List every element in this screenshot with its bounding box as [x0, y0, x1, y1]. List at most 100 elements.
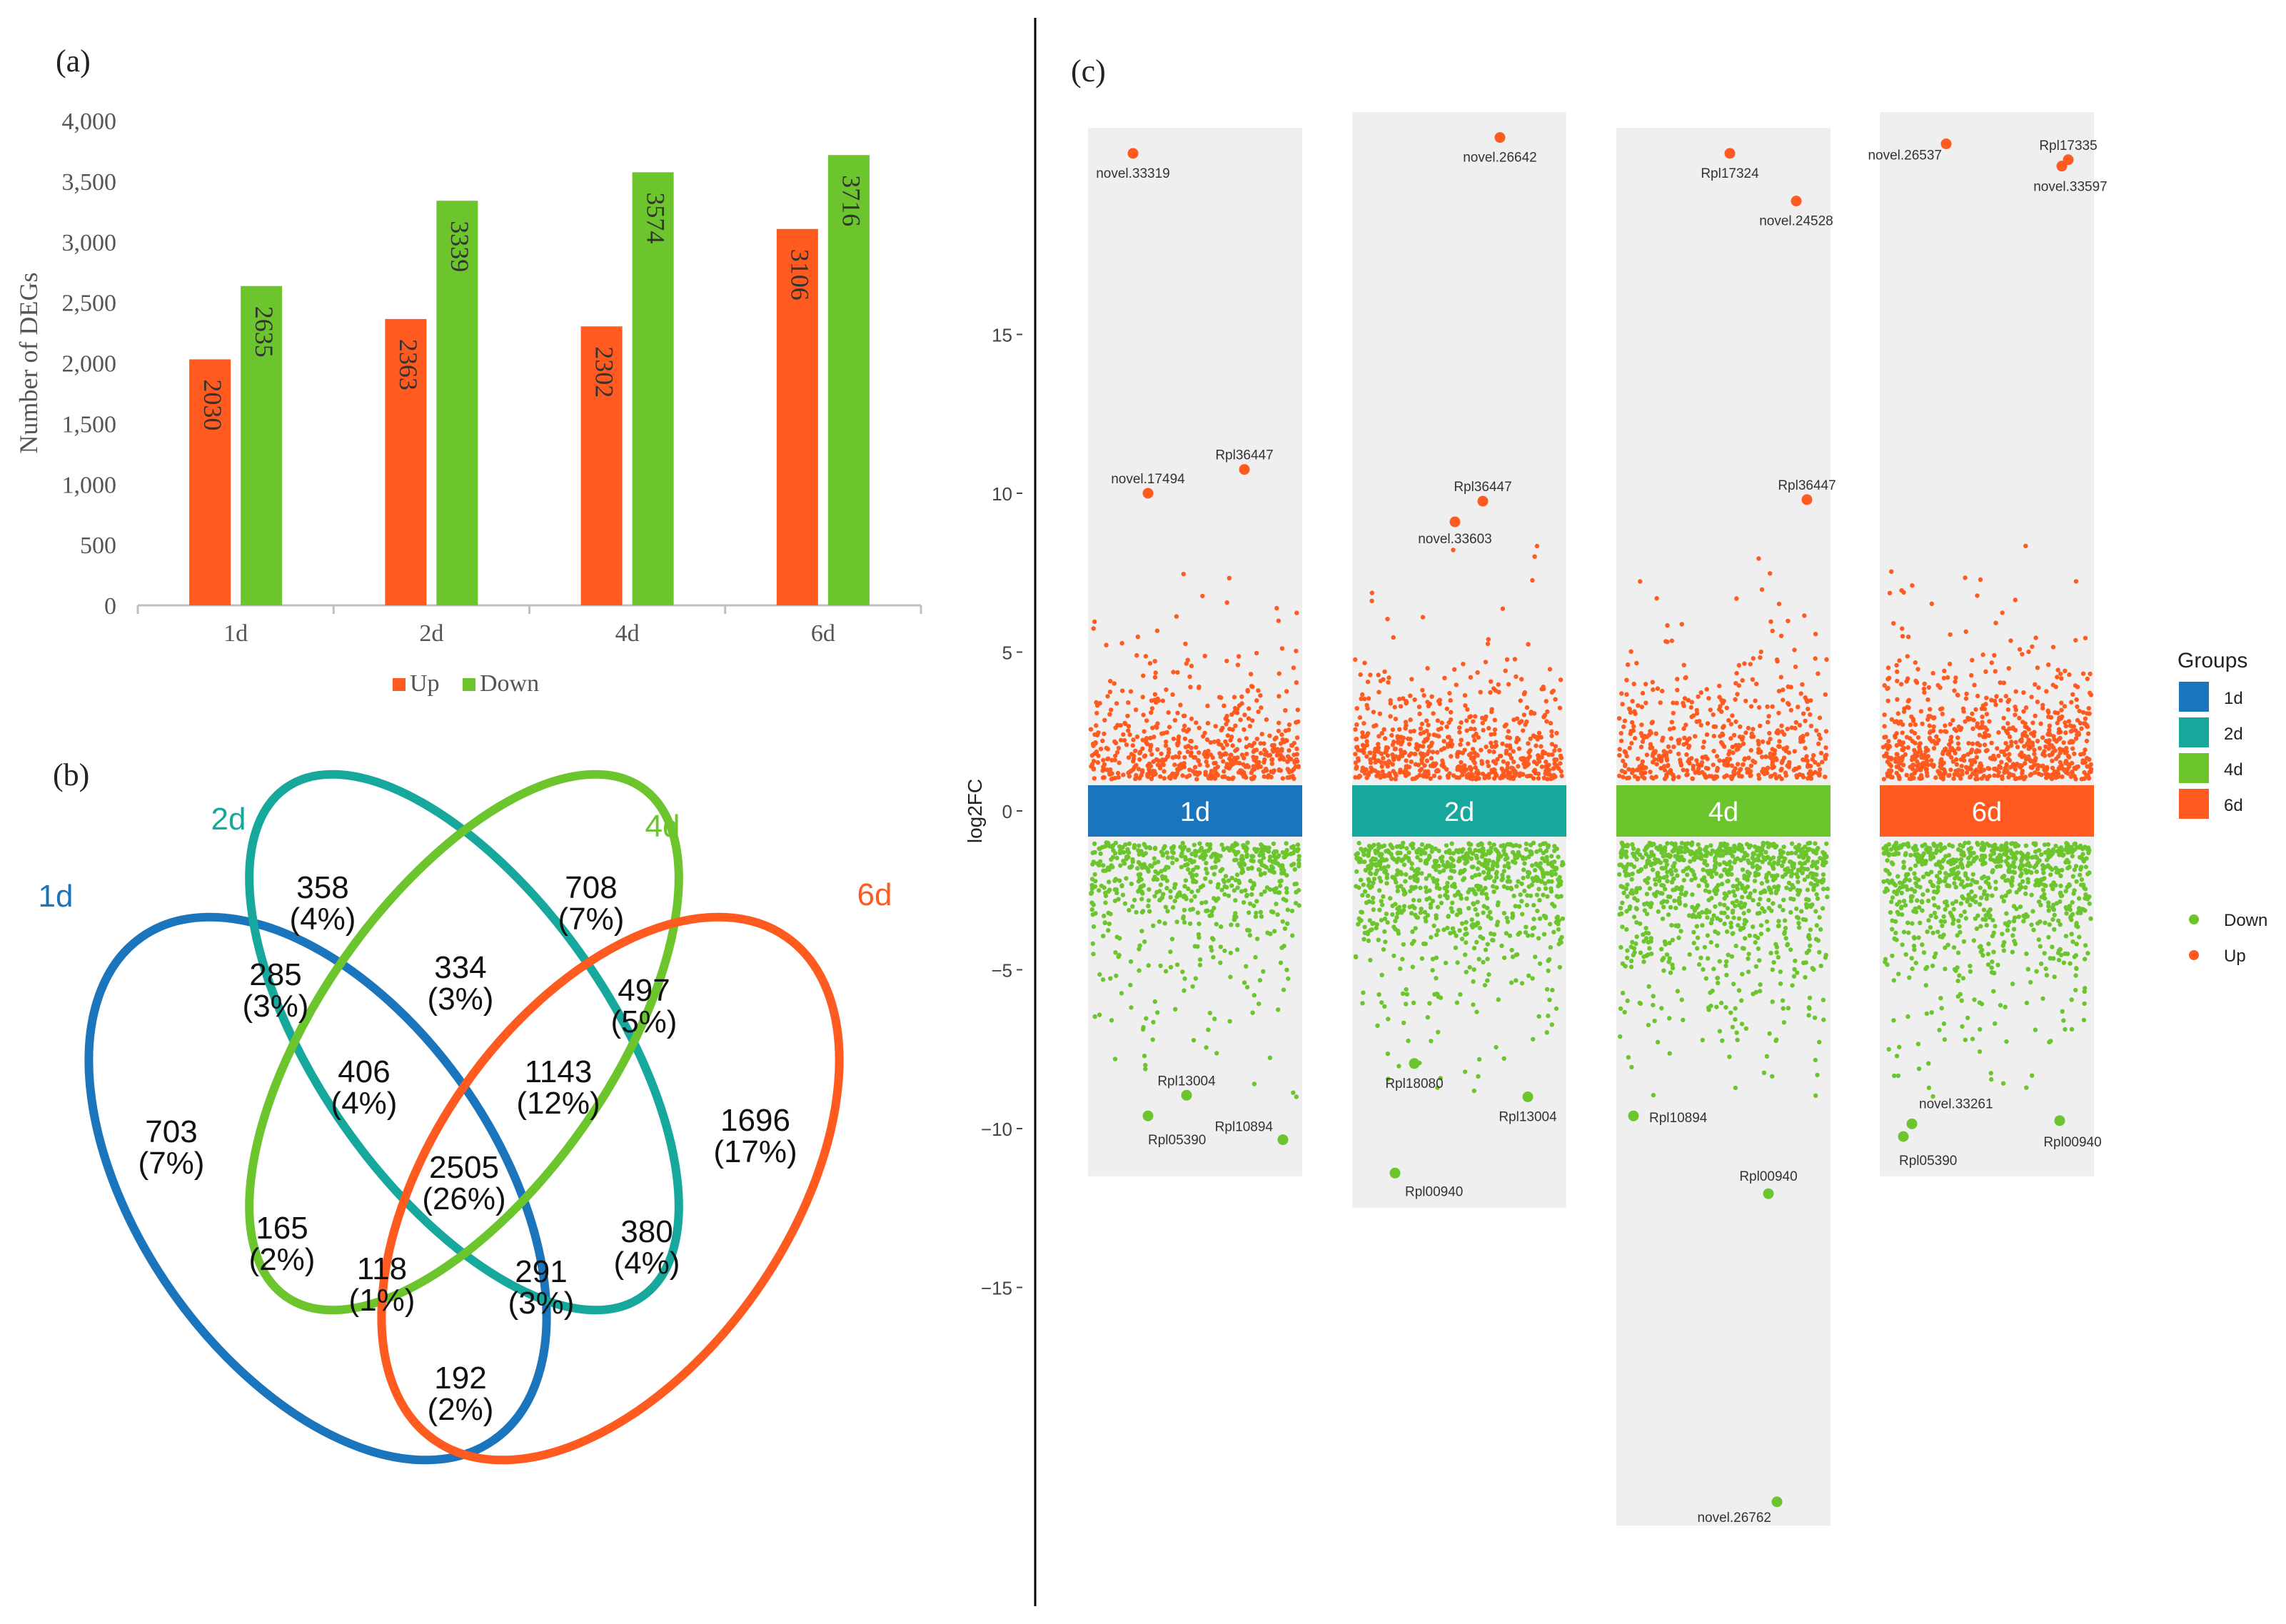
down-point — [1406, 850, 1411, 855]
down-point — [1142, 863, 1147, 869]
up-point — [1291, 752, 1296, 757]
down-point — [1781, 897, 1786, 902]
up-point — [1526, 642, 1531, 647]
up-point — [1109, 771, 1114, 776]
up-point — [1900, 762, 1906, 767]
down-point — [1141, 883, 1147, 888]
down-point — [1118, 863, 1123, 868]
up-point — [1280, 755, 1285, 760]
up-point — [1911, 762, 1916, 767]
up-point — [2063, 761, 2069, 766]
up-point — [1115, 722, 1120, 727]
up-point — [1192, 765, 1198, 770]
up-point — [1767, 730, 1772, 736]
down-point — [1474, 939, 1479, 945]
down-point — [2025, 851, 2030, 857]
down-point — [1486, 972, 1491, 977]
down-point — [1293, 901, 1299, 906]
up-point — [2019, 763, 2025, 768]
up-point — [1671, 710, 1676, 716]
up-point — [1369, 769, 1374, 775]
up-point — [1775, 659, 1780, 664]
up-point — [2082, 770, 2087, 775]
up-point — [1171, 670, 1176, 675]
down-point — [1708, 990, 1713, 995]
down-point — [2046, 904, 2051, 909]
down-point — [1276, 890, 1282, 895]
up-point — [1182, 736, 1188, 742]
down-point — [1971, 850, 1976, 856]
up-point — [1507, 752, 1513, 757]
up-point — [1541, 685, 1546, 690]
down-point — [1714, 1004, 1719, 1009]
up-point — [1421, 753, 1427, 758]
up-point — [1521, 728, 1526, 733]
down-point — [1897, 1044, 1902, 1050]
down-point — [1092, 872, 1097, 877]
up-point — [1516, 746, 1522, 752]
up-point — [1653, 731, 1658, 736]
down-point — [1369, 858, 1374, 864]
up-point — [1539, 755, 1544, 760]
down-point — [1377, 907, 1382, 912]
down-point — [1247, 901, 1253, 907]
venn-set-label-4d: 4d — [645, 809, 680, 844]
up-point — [1224, 762, 1230, 767]
up-point — [1291, 665, 1296, 670]
down-point — [1360, 892, 1365, 898]
up-point — [1955, 772, 1961, 778]
up-point — [1781, 687, 1786, 692]
up-point — [1950, 746, 1955, 751]
up-point — [1964, 691, 1969, 697]
up-point — [1808, 764, 1813, 769]
up-point — [1455, 754, 1460, 760]
up-point — [1630, 767, 1636, 772]
up-point — [1101, 775, 1107, 780]
up-point — [1803, 718, 1808, 724]
up-point — [1823, 692, 1828, 697]
down-point — [1445, 859, 1450, 865]
up-point — [1955, 741, 1961, 746]
up-point — [1131, 759, 1136, 764]
up-point — [1155, 721, 1160, 726]
up-point — [1694, 758, 1699, 763]
up-point — [1163, 743, 1169, 748]
up-point — [1623, 762, 1628, 767]
up-point — [1496, 690, 1501, 695]
up-point — [1738, 743, 1743, 749]
up-point — [2063, 720, 2068, 725]
down-point — [1264, 864, 1269, 870]
up-point — [1092, 619, 1097, 625]
down-point — [1090, 941, 1096, 947]
up-point — [1277, 720, 1282, 725]
down-point — [1116, 897, 1121, 902]
down-point — [1114, 855, 1119, 861]
down-point — [1212, 896, 1217, 901]
down-point — [1796, 879, 1801, 884]
up-point — [1219, 727, 1224, 732]
up-point — [1133, 748, 1138, 754]
up-point — [1963, 629, 1968, 634]
down-point — [1209, 948, 1214, 953]
venn-set-label-2d: 2d — [211, 802, 246, 837]
up-point — [1505, 765, 1510, 770]
up-point — [1227, 575, 1232, 580]
down-point — [1722, 902, 1727, 908]
up-point — [1430, 750, 1436, 755]
down-point — [1993, 1021, 1998, 1027]
venn-region-percent: (1%) — [349, 1283, 416, 1318]
down-point — [1129, 864, 1134, 869]
down-point — [1691, 872, 1697, 877]
up-point — [1429, 694, 1434, 699]
up-point — [2007, 752, 2012, 757]
up-point — [1174, 614, 1179, 619]
down-point — [1907, 975, 1912, 980]
down-point — [1361, 852, 1366, 857]
down-point — [1239, 889, 1244, 894]
down-point — [1486, 858, 1491, 863]
up-point — [1898, 719, 1903, 725]
up-point — [1621, 724, 1626, 730]
up-point — [1529, 710, 1534, 715]
up-point — [1262, 760, 1267, 765]
up-point — [1520, 756, 1525, 761]
